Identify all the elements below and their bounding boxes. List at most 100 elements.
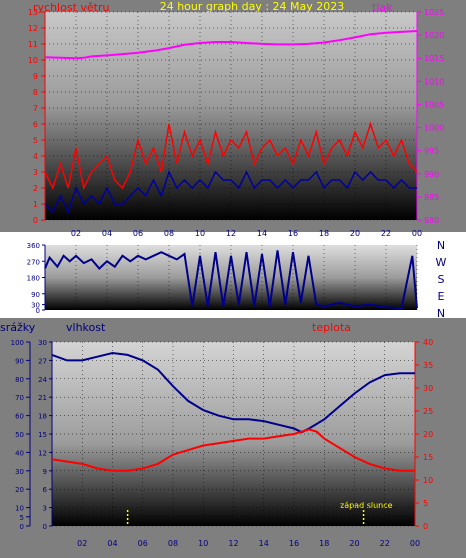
precipitation-tick-label: 100 <box>11 339 24 347</box>
wind-speed-tick-label: 2 <box>33 184 38 193</box>
temperature-tick-label: 15 <box>423 453 433 462</box>
wind-speed-axis-label: rychlost větru <box>33 1 109 14</box>
pressure-tick-label: 1020 <box>424 31 444 40</box>
time-tick-label: 12 <box>228 539 238 548</box>
humidity-tick-label: 0 <box>43 523 47 531</box>
precipitation-tick-label: 10 <box>15 505 24 513</box>
humidity-axis-label: vlhkost <box>66 321 106 334</box>
precipitation-tick-label: 80 <box>15 376 24 384</box>
precipitation-tick-label: 90 <box>15 357 24 365</box>
direction-tick-label: 90 <box>31 291 40 299</box>
wind-speed-tick-label: 3 <box>33 168 38 177</box>
wind-pressure-panel: 0123456789101112139809859909951000100510… <box>28 8 445 238</box>
pressure-tick-label: 1025 <box>424 8 444 17</box>
humidity-tick-label: 30 <box>38 339 47 347</box>
time-tick-label: 06 <box>133 229 143 238</box>
precipitation-tick-label: 70 <box>15 394 24 402</box>
pressure-tick-label: 990 <box>424 170 439 179</box>
temperature-axis-label: teplota <box>312 321 351 334</box>
temperature-tick-label: 35 <box>423 361 433 370</box>
time-tick-label: 08 <box>168 539 178 548</box>
humidity-tick-label: 15 <box>38 431 47 439</box>
humidity-temperature-panel: 0510203040506070809010003691215182124273… <box>11 338 434 548</box>
wind-speed-tick-label: 4 <box>33 152 38 161</box>
temperature-tick-label: 10 <box>423 476 433 485</box>
temperature-tick-label: 40 <box>423 338 433 347</box>
precipitation-tick-label: 5 <box>20 514 24 522</box>
time-tick-label: 06 <box>138 539 148 548</box>
direction-tick-label: 360 <box>27 242 40 250</box>
precipitation-tick-label: 0 <box>20 523 24 531</box>
pressure-tick-label: 1005 <box>424 100 444 109</box>
wind-speed-tick-label: 9 <box>33 72 38 81</box>
time-tick-label: 18 <box>319 229 329 238</box>
time-tick-label: 10 <box>195 229 205 238</box>
humidity-tick-label: 27 <box>38 357 47 365</box>
wind-speed-tick-label: 13 <box>28 8 38 17</box>
time-tick-label: 08 <box>164 229 174 238</box>
temperature-tick-label: 0 <box>423 522 428 531</box>
pressure-axis-label: tlak <box>372 1 393 14</box>
wind-speed-tick-label: 10 <box>28 56 38 65</box>
time-tick-label: 18 <box>319 539 329 548</box>
pressure-tick-label: 980 <box>424 216 439 225</box>
temperature-series <box>51 428 415 472</box>
wind-speed-tick-label: 8 <box>33 88 38 97</box>
time-tick-label: 16 <box>288 229 298 238</box>
time-tick-label: 16 <box>289 539 299 548</box>
wind-speed-tick-label: 6 <box>33 120 38 129</box>
humidity-tick-label: 24 <box>38 376 47 384</box>
compass-label: E <box>438 290 445 303</box>
time-tick-label: 02 <box>77 539 87 548</box>
time-tick-label: 20 <box>349 539 359 548</box>
temperature-tick-label: 25 <box>423 407 433 416</box>
wind-gust-series <box>44 121 418 191</box>
precipitation-tick-label: 40 <box>15 449 24 457</box>
wind-speed-tick-label: 7 <box>33 104 38 113</box>
pressure-tick-label: 1015 <box>424 54 444 63</box>
direction-tick-label: 0 <box>36 307 40 315</box>
precipitation-tick-label: 30 <box>15 468 24 476</box>
time-tick-label: 00 <box>410 539 420 548</box>
direction-tick-label: 270 <box>27 258 40 266</box>
time-tick-label: 00 <box>412 229 422 238</box>
compass-label: W <box>436 256 447 269</box>
wind-speed-tick-label: 12 <box>28 24 38 33</box>
compass-label: S <box>438 273 445 286</box>
direction-tick-label: 180 <box>27 275 40 283</box>
time-tick-label: 20 <box>350 229 360 238</box>
wind-speed-tick-label: 11 <box>28 40 38 49</box>
time-tick-label: 22 <box>381 229 391 238</box>
pressure-tick-label: 1010 <box>424 77 444 86</box>
compass-label: N <box>437 239 445 252</box>
wind-speed-tick-label: 1 <box>33 200 38 209</box>
time-tick-label: 04 <box>102 229 112 238</box>
time-tick-label: 10 <box>198 539 208 548</box>
direction-tick-label: 30 <box>31 302 40 310</box>
humidity-tick-label: 6 <box>43 486 48 494</box>
compass-label: N <box>437 307 445 320</box>
wind-speed-tick-label: 0 <box>33 216 38 225</box>
sunset-annotation: západ slunce <box>340 501 393 510</box>
humidity-tick-label: 21 <box>38 394 47 402</box>
pressure-tick-label: 985 <box>424 193 439 202</box>
wind-speed-series <box>44 169 417 215</box>
temperature-tick-label: 20 <box>423 430 433 439</box>
time-tick-label: 02 <box>71 229 81 238</box>
wind-speed-tick-label: 5 <box>33 136 38 145</box>
time-tick-label: 14 <box>257 229 267 238</box>
humidity-tick-label: 3 <box>43 505 47 513</box>
temperature-tick-label: 5 <box>423 499 428 508</box>
pressure-series <box>44 30 418 60</box>
precipitation-tick-label: 20 <box>15 486 24 494</box>
precipitation-axis-label: srážky <box>0 321 36 334</box>
humidity-tick-label: 18 <box>38 413 47 421</box>
time-tick-label: 14 <box>259 539 269 548</box>
pressure-tick-label: 1000 <box>424 124 444 133</box>
precipitation-tick-label: 50 <box>15 431 24 439</box>
time-tick-label: 04 <box>107 539 117 548</box>
time-tick-label: 22 <box>380 539 390 548</box>
